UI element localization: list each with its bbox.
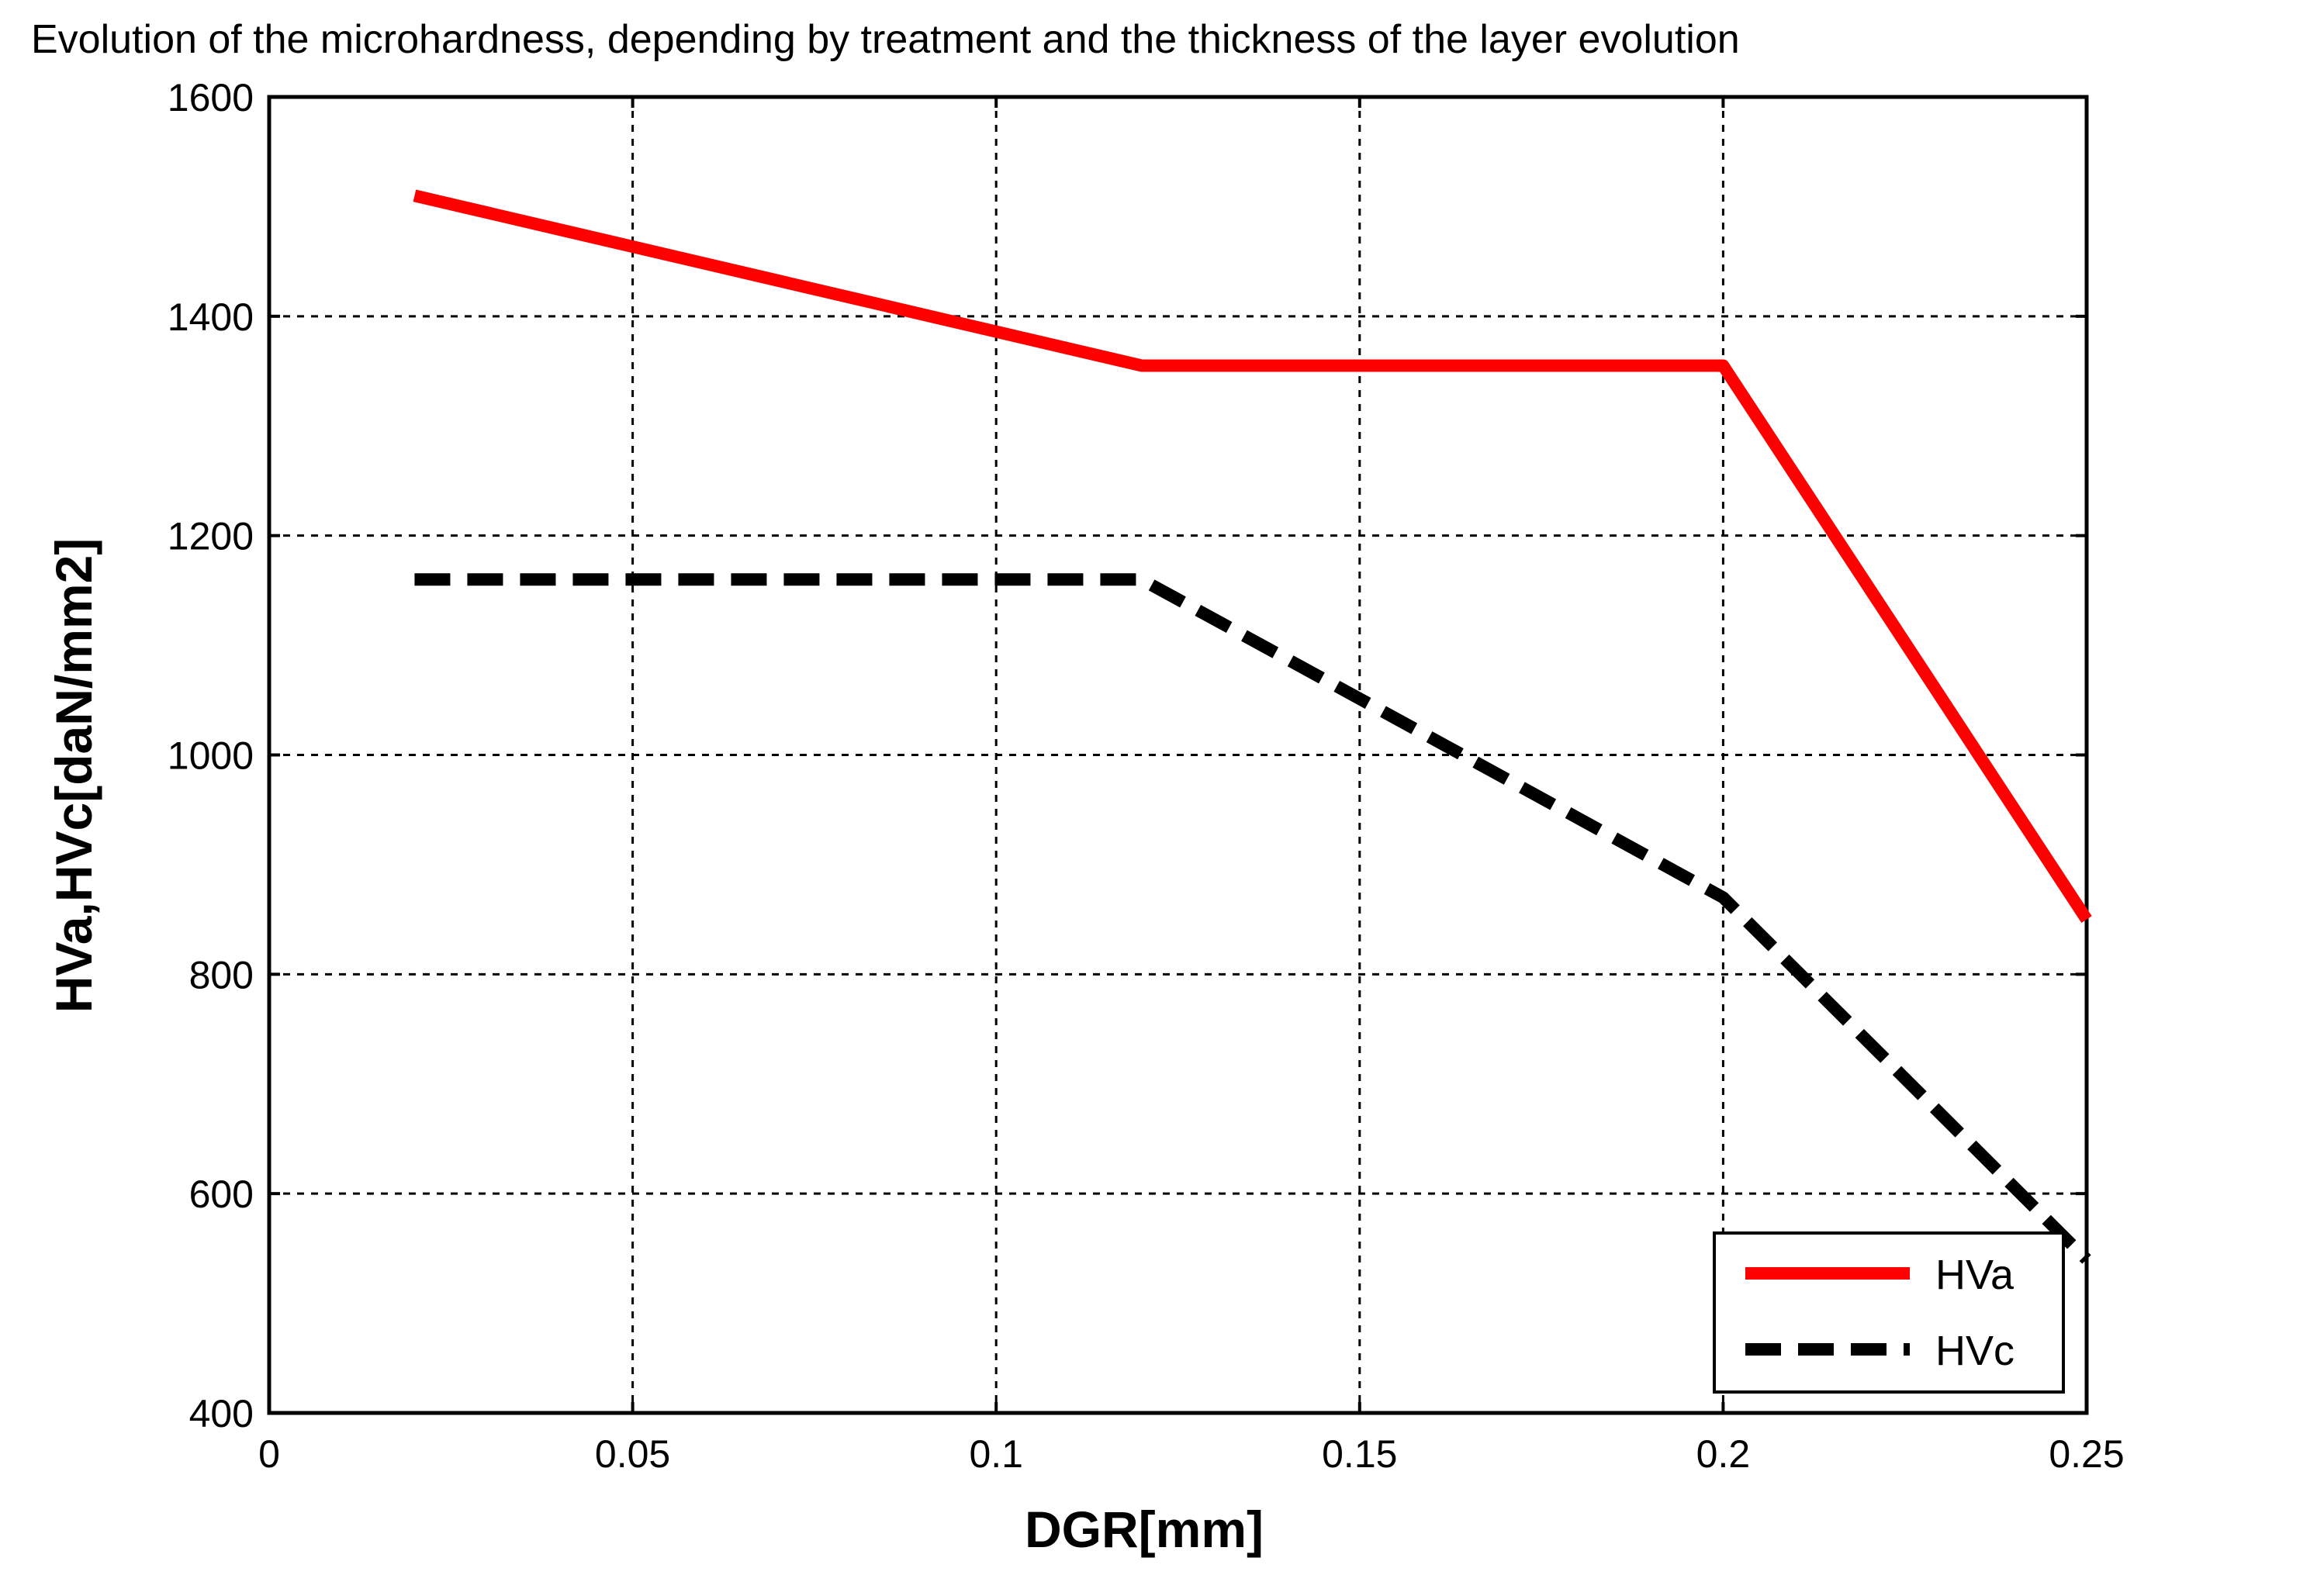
x-tick-label: 0 bbox=[258, 1432, 280, 1476]
x-tick-label: 0.1 bbox=[969, 1432, 1023, 1476]
legend-label-hva: HVa bbox=[1935, 1252, 2014, 1298]
legend-box bbox=[1713, 1231, 2065, 1394]
series-line-hvc bbox=[414, 573, 2091, 1264]
x-tick-label: 0.2 bbox=[1696, 1432, 1751, 1476]
y-tick-label: 400 bbox=[189, 1392, 254, 1435]
y-tick-label: 600 bbox=[189, 1173, 254, 1216]
y-tick-label: 1400 bbox=[168, 295, 254, 339]
y-axis-ticks: 400 600 800 1000 1200 1400 1600 bbox=[168, 76, 2087, 1435]
x-tick-label: 0.05 bbox=[595, 1432, 670, 1476]
grid-lines bbox=[269, 97, 2087, 1413]
legend-label-hvc: HVc bbox=[1935, 1328, 2014, 1374]
y-tick-label: 1000 bbox=[168, 734, 254, 778]
legend: HVa HVc bbox=[1713, 1231, 2065, 1394]
y-axis-label: HVa,HVc[daN/mm2] bbox=[45, 538, 102, 1014]
y-tick-label: 1200 bbox=[168, 515, 254, 558]
x-axis-label: DGR[mm] bbox=[1025, 1501, 1264, 1558]
x-axis-ticks: 0 0.05 0.1 0.15 0.2 0.25 bbox=[258, 97, 2125, 1476]
series-lines bbox=[413, 189, 2092, 1264]
chart-title: Evolution of the microhardness, dependin… bbox=[31, 17, 1740, 62]
x-tick-label: 0.25 bbox=[2049, 1432, 2124, 1476]
y-tick-label: 1600 bbox=[168, 76, 254, 119]
series-line-hva bbox=[413, 189, 2092, 924]
y-tick-label: 800 bbox=[189, 953, 254, 997]
x-tick-label: 0.15 bbox=[1322, 1432, 1397, 1476]
